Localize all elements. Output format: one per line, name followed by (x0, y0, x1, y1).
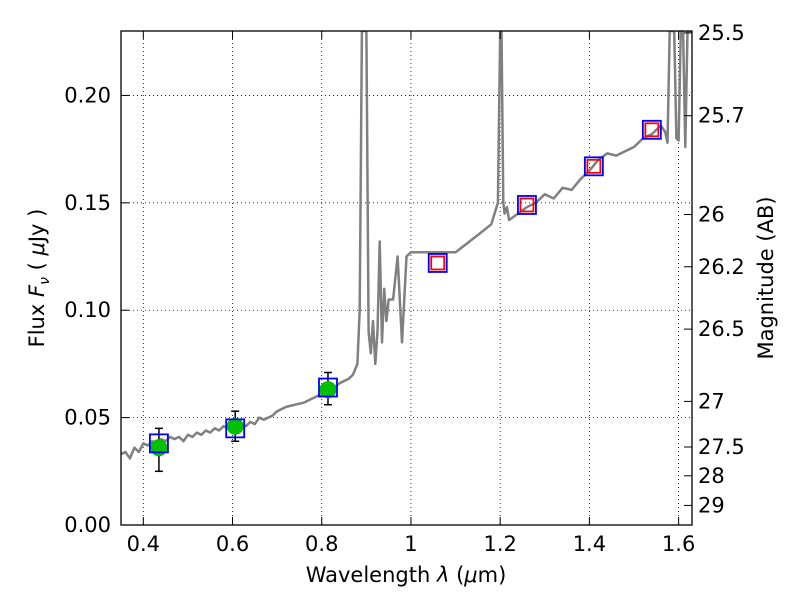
y-tick-label: 0.10 (64, 298, 111, 322)
y2-tick-label: 27 (698, 389, 725, 413)
y2-tick-label: 25.7 (698, 104, 745, 128)
model-photometry-square (149, 433, 169, 454)
model-photometry-square (583, 156, 604, 177)
y-tick-label: 0.20 (64, 83, 111, 107)
x-tick-label: 1 (404, 532, 417, 556)
y2-tick-label: 26 (698, 203, 725, 227)
model-photometry-square (318, 377, 338, 398)
predicted-photometry-square (430, 255, 446, 271)
predicted-photometry-square (519, 197, 535, 213)
model-photometry-square (641, 119, 662, 140)
y-tick-label: 0.00 (64, 513, 111, 537)
plot-area (121, 31, 692, 473)
y-tick-label: 0.15 (64, 191, 111, 215)
x-tick-label: 0.4 (127, 532, 160, 556)
observed-point (226, 417, 244, 435)
y2-axis-label: Magnitude (AB) (754, 196, 778, 359)
x-tick-label: 1.2 (483, 532, 516, 556)
y2-tick-label: 26.5 (698, 317, 745, 341)
model-photometry-square (517, 195, 537, 215)
x-tick-label: 0.8 (305, 532, 338, 556)
model-photometry-square (427, 253, 448, 273)
model-photometry-square (225, 418, 246, 439)
observed-point (319, 381, 337, 399)
x-tick-label: 0.6 (216, 532, 249, 556)
plot-frame (120, 30, 693, 526)
y2-tick-label: 29 (698, 493, 725, 517)
y2-tick-label: 26.2 (698, 255, 745, 279)
y2-tick-label: 25.5 (698, 21, 745, 45)
predicted-photometry-square (644, 122, 660, 138)
x-axis-label: Wavelength λ (μm) (306, 563, 507, 587)
sed-model-line (121, 31, 692, 460)
y2-tick-label: 27.5 (698, 435, 745, 459)
x-tick-label: 1.6 (662, 532, 695, 556)
x-tick-label: 1.4 (573, 532, 606, 556)
y-axis-label: Flux Fν ( μJy ) (25, 209, 53, 348)
y2-tick-label: 28 (698, 464, 725, 488)
y-tick-label: 0.05 (64, 406, 111, 430)
predicted-photometry-square (586, 158, 602, 174)
